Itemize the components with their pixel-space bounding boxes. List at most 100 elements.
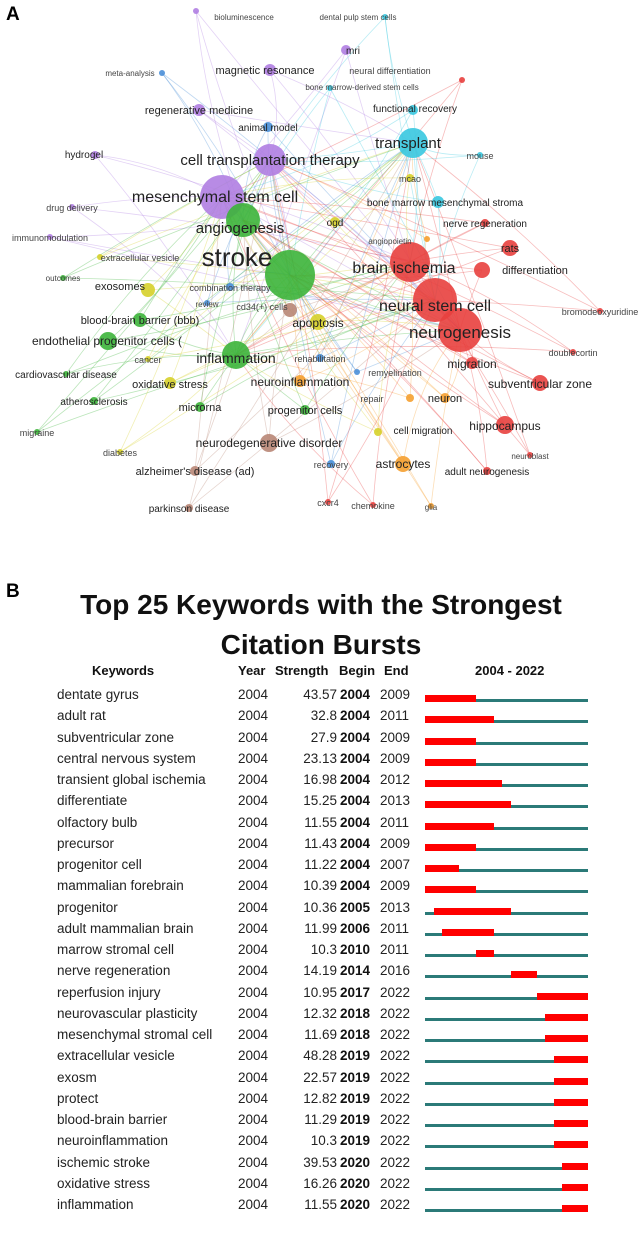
row-burst-bar — [425, 716, 494, 724]
network-node — [316, 354, 324, 362]
row-keyword: ischemic stroke — [57, 1154, 151, 1170]
network-node — [310, 314, 326, 330]
row-timeline-bar — [425, 975, 588, 979]
network-node — [496, 416, 514, 434]
row-year: 2004 — [238, 963, 269, 979]
row-strength: 16.26 — [303, 1175, 337, 1191]
network-node — [483, 467, 491, 475]
network-node — [382, 14, 388, 20]
row-year: 2004 — [238, 793, 269, 809]
network-edge — [161, 72, 291, 276]
network-node-label: immunomodulation — [12, 233, 88, 243]
network-edge — [242, 219, 483, 271]
row-burst-bar — [553, 1098, 588, 1106]
network-node-label: inflammation — [196, 350, 275, 366]
row-keyword: subventricular zone — [57, 729, 175, 745]
network-node — [413, 278, 457, 322]
row-keyword: differentiate — [57, 793, 128, 809]
network-node-label: magnetic resonance — [215, 65, 314, 77]
title-line-2: Citation Bursts — [220, 629, 422, 660]
network-node — [99, 332, 117, 350]
network-node — [263, 122, 273, 132]
network-node-label: cell migration — [394, 426, 453, 437]
row-keyword: marrow stromal cell — [57, 942, 175, 957]
row-strength: 11.22 — [304, 857, 337, 872]
row-strength: 11.29 — [304, 1112, 337, 1127]
network-node-label: outcomes — [46, 274, 81, 283]
row-end: 2022 — [380, 1027, 411, 1042]
row-strength: 39.53 — [303, 1154, 337, 1170]
row-burst-bar — [562, 1183, 588, 1191]
network-node-label: neuroblast — [511, 452, 549, 461]
row-keyword: adult rat — [57, 708, 106, 724]
network-node — [260, 434, 278, 452]
row-keyword: adult mammalian brain — [57, 920, 194, 936]
network-node-label: cxcr4 — [317, 498, 339, 508]
network-node — [141, 283, 155, 297]
row-year: 2004 — [238, 687, 269, 702]
network-node — [69, 204, 75, 210]
keyword-co-occurrence-network: bioluminescence dental pulp stem cells mri… — [12, 8, 638, 515]
row-timeline-bar — [425, 720, 588, 724]
network-node — [481, 219, 489, 227]
network-edge — [206, 142, 414, 304]
network-node-label: cell transplantation therapy — [180, 152, 360, 169]
network-edge — [93, 159, 271, 402]
row-burst-bar — [425, 886, 477, 894]
row-burst-bar — [425, 737, 477, 745]
row-keyword: mammalian forebrain — [57, 878, 184, 894]
row-strength: 27.9 — [310, 729, 337, 745]
network-labels: bioluminescence dental pulp stem cells mri… — [12, 13, 638, 515]
row-year: 2004 — [238, 814, 269, 830]
network-node — [47, 234, 53, 240]
row-keyword: precursor — [57, 835, 115, 851]
network-node-label: neurogenesis — [409, 323, 511, 342]
network-node-label: bone marrow-derived stem cells — [305, 83, 418, 92]
network-node — [294, 375, 306, 387]
row-begin: 2019 — [340, 1090, 371, 1106]
network-edge — [269, 159, 439, 203]
network-node-label: rats — [501, 243, 520, 255]
network-edge — [268, 329, 461, 444]
network-edge — [235, 354, 411, 399]
network-node — [226, 203, 260, 237]
row-keyword: mesenchymal stromal cell — [57, 1027, 213, 1042]
network-edge — [119, 354, 237, 453]
row-burst-bar — [553, 1056, 588, 1064]
network-edge — [345, 49, 411, 263]
row-strength: 15.25 — [303, 793, 337, 809]
network-node-label: differentiation — [502, 265, 568, 277]
network-edge — [221, 109, 414, 198]
network-node — [254, 144, 286, 176]
row-timeline-bar — [425, 1187, 588, 1191]
network-node-label: mesenchymal stem cell — [132, 189, 298, 206]
row-begin: 2014 — [340, 963, 371, 979]
row-strength: 11.55 — [304, 1197, 337, 1212]
row-begin: 2004 — [340, 835, 371, 851]
network-node-label: brain ischemia — [352, 260, 455, 277]
network-node — [204, 300, 210, 306]
network-edge — [221, 79, 463, 198]
network-node — [406, 174, 414, 182]
network-edge — [71, 206, 237, 356]
row-timeline-bar — [425, 1017, 588, 1021]
row-begin: 2004 — [340, 729, 371, 745]
row-year: 2004 — [238, 1175, 269, 1191]
row-end: 2013 — [380, 793, 411, 809]
network-nodes — [34, 8, 603, 512]
network-edge — [412, 142, 531, 456]
network-edge — [235, 79, 463, 356]
row-begin: 2004 — [340, 793, 371, 809]
burst-table-title: Top 25 Keywords with the Strongest Citat… — [0, 585, 642, 665]
header-range: 2004 - 2022 — [475, 663, 545, 678]
network-edge — [147, 299, 436, 360]
network-node-label: extracellular vesicle — [101, 253, 180, 263]
row-begin: 2006 — [340, 920, 371, 936]
network-edge — [269, 16, 386, 161]
network-edge — [289, 274, 473, 364]
network-node-label: neurodegenerative disorder — [196, 436, 343, 450]
row-year: 2004 — [238, 750, 269, 766]
row-end: 2011 — [380, 920, 410, 936]
row-burst-bar — [425, 695, 477, 702]
network-node — [432, 196, 444, 208]
